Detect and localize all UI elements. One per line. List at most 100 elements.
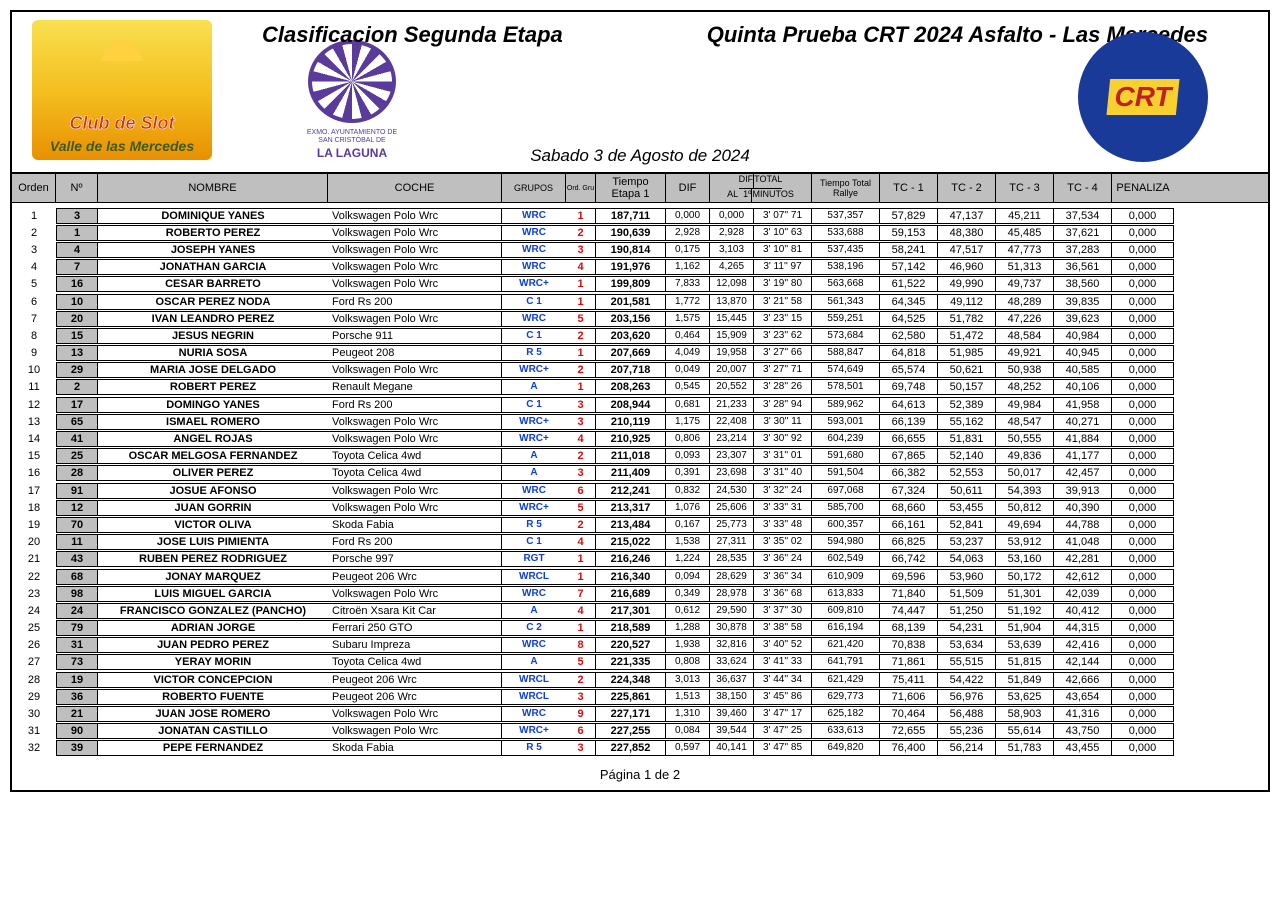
cell-tc2: 52,553 (938, 465, 996, 481)
logo-center-big: LA LAGUNA (317, 146, 387, 160)
cell-difal: 40,141 (710, 740, 754, 756)
cell-tiempo: 211,018 (596, 448, 666, 464)
cell-pen: 0,000 (1112, 225, 1174, 241)
table-row: 2936ROBERTO FUENTEPeugeot 206 WrcWRCL322… (12, 688, 1268, 705)
cell-tc3: 51,313 (996, 259, 1054, 275)
cell-tiempo: 203,620 (596, 328, 666, 344)
cell-orden: 9 (12, 347, 56, 359)
cell-tc2: 52,389 (938, 397, 996, 413)
cell-orden: 27 (12, 656, 56, 668)
cell-num: 70 (56, 517, 98, 533)
cell-dif: 1,175 (666, 414, 710, 430)
cell-pen: 0,000 (1112, 706, 1174, 722)
cell-tc2: 51,782 (938, 311, 996, 327)
cell-ordgru: 7 (566, 586, 596, 602)
cell-nombre: ADRIAN JORGE (98, 620, 328, 636)
cell-num: 36 (56, 689, 98, 705)
cell-grupo: WRC+ (502, 723, 566, 739)
cell-coche: Skoda Fabia (328, 740, 502, 756)
table-body: 13DOMINIQUE YANESVolkswagen Polo WrcWRC1… (12, 203, 1268, 763)
cell-tc3: 50,555 (996, 431, 1054, 447)
cell-tc2: 55,236 (938, 723, 996, 739)
cell-tc4: 43,654 (1054, 689, 1112, 705)
cell-total: 3' 36'' 34 (754, 569, 812, 585)
cell-total: 3' 36'' 24 (754, 551, 812, 567)
table-row: 2773YERAY MORINToyota Celica 4wdA5221,33… (12, 654, 1268, 671)
cell-grupo: WRCL (502, 672, 566, 688)
cell-tc4: 41,316 (1054, 706, 1112, 722)
cell-num: 2 (56, 379, 98, 395)
cell-tc3: 53,912 (996, 534, 1054, 550)
cell-ordgru: 2 (566, 672, 596, 688)
cell-ordgru: 1 (566, 551, 596, 567)
cell-tc2: 53,960 (938, 569, 996, 585)
table-row: 47JONATHAN GARCIAVolkswagen Polo WrcWRC4… (12, 259, 1268, 276)
cell-tc3: 49,694 (996, 517, 1054, 533)
cell-ordgru: 3 (566, 689, 596, 705)
cell-ordgru: 1 (566, 379, 596, 395)
cell-nombre: OSCAR PEREZ NODA (98, 294, 328, 310)
cell-dif: 1,288 (666, 620, 710, 636)
cell-rallye: 563,668 (812, 276, 880, 292)
cell-total: 3' 47'' 25 (754, 723, 812, 739)
cell-tc1: 66,825 (880, 534, 938, 550)
cell-total: 3' 10'' 81 (754, 242, 812, 258)
cell-orden: 3 (12, 244, 56, 256)
col-pen: PENALIZA (1112, 174, 1174, 202)
cell-orden: 32 (12, 742, 56, 754)
cell-tc4: 42,144 (1054, 654, 1112, 670)
cell-total: 3' 27'' 71 (754, 362, 812, 378)
cell-num: 25 (56, 448, 98, 464)
cell-difal: 32,816 (710, 637, 754, 653)
cell-ordgru: 4 (566, 431, 596, 447)
cell-nombre: OSCAR MELGOSA FERNANDEZ (98, 448, 328, 464)
cell-rallye: 588,847 (812, 345, 880, 361)
table-row: 2424FRANCISCO GONZALEZ (PANCHO)Citroën X… (12, 602, 1268, 619)
cell-tc2: 56,976 (938, 689, 996, 705)
cell-ordgru: 2 (566, 517, 596, 533)
cell-nombre: IVAN LEANDRO PEREZ (98, 311, 328, 327)
cell-ordgru: 2 (566, 328, 596, 344)
cell-tc3: 48,252 (996, 379, 1054, 395)
cell-coche: Volkswagen Polo Wrc (328, 586, 502, 602)
cell-tc1: 71,861 (880, 654, 938, 670)
cell-ordgru: 4 (566, 534, 596, 550)
cell-ordgru: 5 (566, 311, 596, 327)
cell-coche: Ford Rs 200 (328, 294, 502, 310)
cell-num: 16 (56, 276, 98, 292)
cell-pen: 0,000 (1112, 689, 1174, 705)
cell-tiempo: 207,669 (596, 345, 666, 361)
cell-nombre: JOSEPH YANES (98, 242, 328, 258)
cell-tc3: 51,849 (996, 672, 1054, 688)
col-tc2: TC - 2 (938, 174, 996, 202)
cell-tc2: 52,140 (938, 448, 996, 464)
cell-tc4: 40,585 (1054, 362, 1112, 378)
cell-tc3: 50,017 (996, 465, 1054, 481)
cell-rallye: 559,251 (812, 311, 880, 327)
cell-tc3: 50,938 (996, 362, 1054, 378)
cell-tc3: 45,485 (996, 225, 1054, 241)
cell-ordgru: 6 (566, 483, 596, 499)
cell-coche: Subaru Impreza (328, 637, 502, 653)
cell-tc2: 53,455 (938, 500, 996, 516)
cell-difal: 29,590 (710, 603, 754, 619)
cell-tiempo: 207,718 (596, 362, 666, 378)
cell-nombre: JOSE LUIS PIMIENTA (98, 534, 328, 550)
cell-tc2: 50,157 (938, 379, 996, 395)
cell-difal: 4,265 (710, 259, 754, 275)
cell-tc1: 64,345 (880, 294, 938, 310)
cell-coche: Ford Rs 200 (328, 534, 502, 550)
cell-difal: 12,098 (710, 276, 754, 292)
cell-tc1: 74,447 (880, 603, 938, 619)
cell-orden: 21 (12, 553, 56, 565)
cell-tiempo: 217,301 (596, 603, 666, 619)
cell-rallye: 538,196 (812, 259, 880, 275)
cell-coche: Toyota Celica 4wd (328, 448, 502, 464)
table-header: Orden Nº NOMBRE COCHE GRUPOS Ord. Gru Ti… (12, 172, 1268, 203)
cell-difal: 20,007 (710, 362, 754, 378)
cell-num: 68 (56, 569, 98, 585)
cell-dif: 0,349 (666, 586, 710, 602)
cell-tc2: 51,472 (938, 328, 996, 344)
cell-rallye: 591,680 (812, 448, 880, 464)
cell-ordgru: 3 (566, 414, 596, 430)
